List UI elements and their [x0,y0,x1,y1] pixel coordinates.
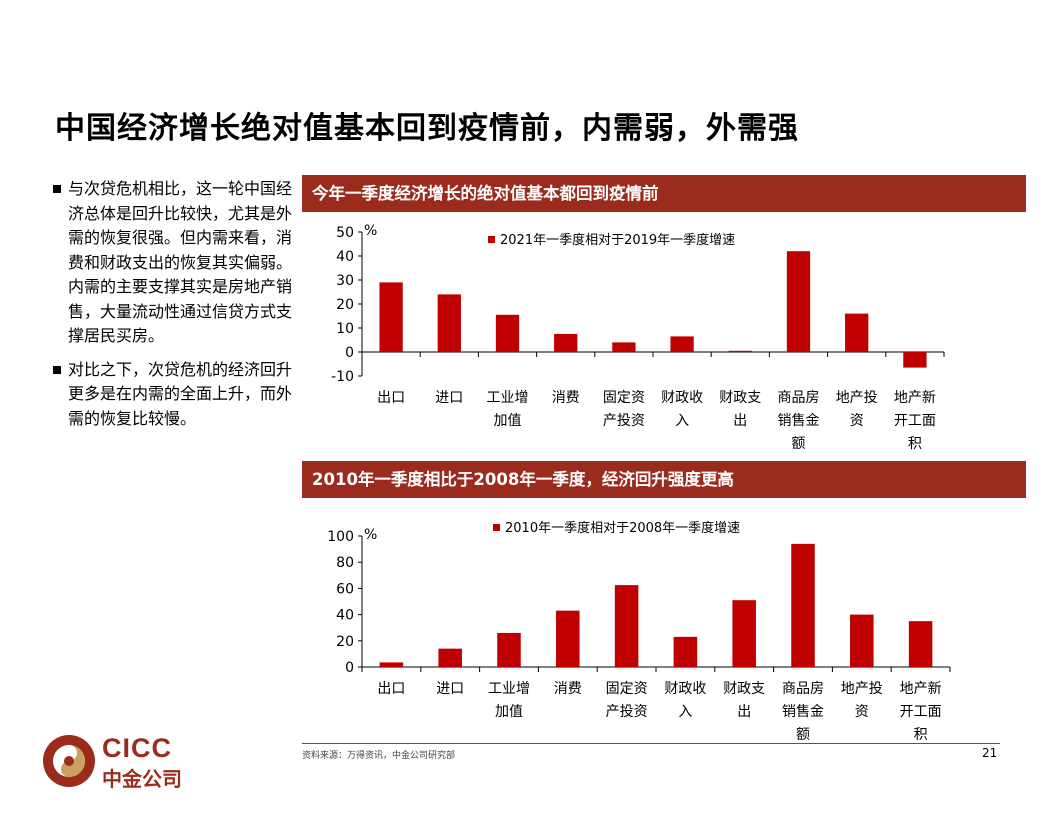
bar [614,585,639,667]
x-category-label: 产投资 [603,413,645,429]
legend-swatch [488,236,495,243]
bar [673,636,698,667]
x-category-label: 入 [678,704,692,720]
y-tick-label: 0 [345,345,354,361]
y-tick-label: 30 [336,273,354,289]
x-category-label: 地产投 [841,681,883,697]
chart1-banner: 今年一季度经济增长的绝对值基本都回到疫情前 [302,175,1026,212]
legend-label: 2010年一季度相对于2008年一季度增速 [505,520,740,536]
bar [612,342,636,352]
bar [554,334,578,352]
bullet-item: 与次贷危机相比，这一轮中国经济总体是回升比较快，尤其是外需的恢复很强。但内需来看… [53,177,298,349]
bullet-square-icon [53,365,61,374]
logo-chinese-text: 中金公司 [102,767,182,791]
footer-divider [302,743,1000,744]
bullet-list: 与次贷危机相比，这一轮中国经济总体是回升比较快，尤其是外需的恢复很强。但内需来看… [53,177,298,440]
bar [670,336,694,352]
x-category-label: 加值 [495,704,523,720]
bar [903,352,927,368]
legend-label: 2021年一季度相对于2019年一季度增速 [500,232,735,248]
y-tick-label: 10 [336,321,354,337]
chart2-banner: 2010年一季度相比于2008年一季度，经济回升强度更高 [302,461,1026,498]
y-tick-label: 20 [336,297,354,313]
x-category-label: 固定资 [603,390,645,406]
y-tick-label: 20 [336,634,354,650]
x-category-label: 商品房 [782,681,824,697]
y-tick-label: 0 [345,660,354,676]
bar [786,251,811,352]
y-tick-label: -10 [331,369,354,385]
bar [495,314,520,352]
x-category-label: 额 [792,436,806,452]
x-category-label: 入 [675,413,689,429]
bullet-square-icon [53,185,61,193]
x-category-label: 地产新 [900,681,942,697]
x-category-label: 固定资 [606,681,648,697]
x-category-label: 工业增 [487,390,529,406]
x-category-label: 出 [737,704,751,720]
cicc-logo-icon [43,735,95,787]
bullet-text: 对比之下，次贷危机的经济回升更多是在内需的全面上升，而外需的恢复比较慢。 [68,359,293,428]
bar [791,543,815,667]
bullet-text: 与次贷危机相比，这一轮中国经济总体是回升比较快，尤其是外需的恢复很强。但内需来看… [68,179,293,345]
x-category-label: 资 [855,704,869,720]
logo-latin-text: CICC [102,733,172,763]
x-category-label: 商品房 [778,390,820,406]
x-category-label: 进口 [436,681,464,697]
bar [437,294,461,352]
page-number: 21 [982,746,998,760]
x-category-label: 消费 [554,681,582,697]
y-tick-label: 40 [336,608,354,624]
x-category-label: 财政支 [723,681,765,697]
bar [497,632,521,667]
x-category-label: 销售金 [778,413,820,429]
y-tick-label: 80 [336,555,354,571]
x-category-label: 销售金 [782,704,824,720]
x-category-label: 开工面 [894,413,936,429]
x-category-label: 积 [908,436,922,452]
x-category-label: 工业增 [488,681,530,697]
x-category-label: 地产投 [836,390,878,406]
legend-swatch [493,524,500,531]
x-category-label: 资 [850,413,864,429]
bar [379,662,404,667]
bar [732,600,756,667]
bar [728,350,752,352]
x-category-label: 地产新 [894,390,936,406]
bar [438,648,462,667]
cicc-logo: CICC 中金公司 [41,733,201,791]
x-category-label: 产投资 [606,704,648,720]
x-category-label: 积 [914,727,928,740]
y-tick-label: 60 [336,581,354,597]
source-note: 资料来源：万得资讯，中金公司研究部 [302,751,456,761]
x-category-label: 财政收 [661,390,703,406]
x-category-label: 消费 [552,390,580,406]
bar [850,614,874,667]
y-unit-label: % [364,223,377,239]
bullet-item: 对比之下，次贷危机的经济回升更多是在内需的全面上升，而外需的恢复比较慢。 [53,358,298,432]
y-unit-label: % [364,527,377,543]
bar [845,313,869,352]
x-category-label: 财政支 [719,390,761,406]
x-category-label: 出口 [377,390,405,406]
x-category-label: 开工面 [900,704,942,720]
x-category-label: 额 [796,727,810,740]
y-tick-label: 40 [336,249,354,265]
bar [908,621,933,667]
x-category-label: 进口 [435,390,463,406]
x-category-label: 加值 [494,413,522,429]
page-title: 中国经济增长绝对值基本回到疫情前，内需弱，外需强 [55,111,799,146]
x-category-label: 出 [733,413,747,429]
y-tick-label: 50 [336,225,354,241]
x-category-label: 出口 [377,681,405,697]
bar [379,282,403,352]
x-category-label: 财政收 [664,681,706,697]
y-tick-label: 100 [327,529,354,545]
bar [556,610,580,667]
